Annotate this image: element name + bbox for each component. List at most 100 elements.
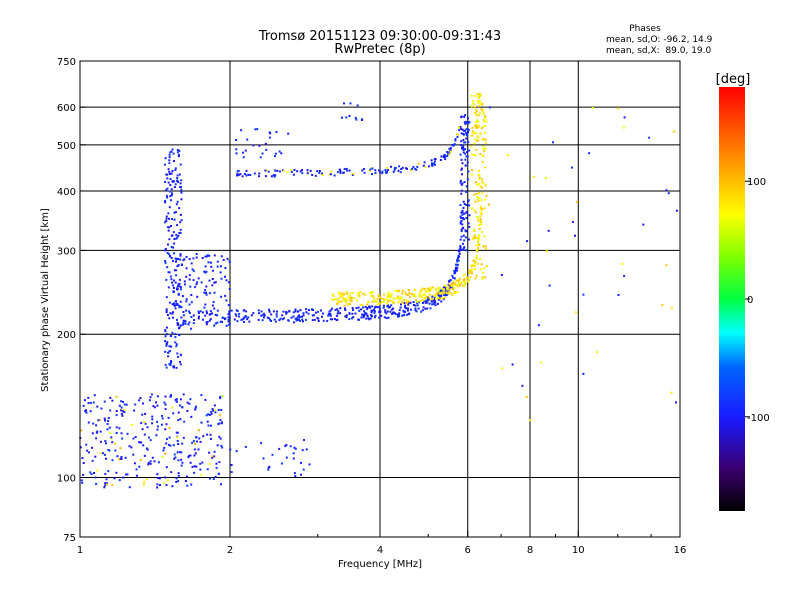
echo-point: [228, 288, 231, 290]
echo-point: [428, 165, 430, 168]
echo-point: [444, 286, 447, 289]
colorbar-tick-label: 100: [747, 177, 766, 188]
echo-point: [135, 474, 138, 477]
echo-point: [94, 476, 97, 479]
echo-point: [440, 289, 443, 292]
echo-point: [484, 276, 487, 279]
echo-point: [366, 307, 369, 309]
echo-point: [236, 173, 239, 176]
echo-point: [459, 181, 462, 184]
echo-point: [596, 351, 599, 354]
echo-point: [168, 226, 171, 229]
echo-point: [180, 451, 183, 454]
echo-point: [467, 131, 469, 134]
echo-point: [140, 422, 143, 425]
echo-point: [173, 457, 176, 460]
echo-point: [373, 308, 375, 311]
echo-point: [165, 484, 168, 487]
echo-point: [111, 441, 114, 444]
echo-point: [109, 396, 112, 399]
echo-point: [294, 317, 297, 320]
echo-point: [183, 258, 186, 261]
echo-point: [132, 437, 135, 440]
echo-point: [241, 151, 244, 154]
echo-point: [302, 312, 305, 315]
echo-point: [297, 315, 300, 318]
echo-point: [467, 170, 470, 173]
echo-point: [242, 156, 245, 159]
echo-point: [449, 149, 452, 152]
echo-point: [475, 124, 478, 126]
echo-point: [188, 310, 191, 313]
echo-point: [434, 163, 437, 166]
echo-point: [431, 298, 434, 300]
echo-point: [398, 299, 401, 302]
echo-point: [544, 177, 547, 179]
echo-point: [176, 288, 179, 291]
echo-point: [403, 302, 406, 304]
echo-point: [476, 249, 479, 251]
echo-point: [123, 403, 126, 406]
echo-point: [478, 95, 481, 98]
echo-point: [180, 263, 183, 266]
echo-point: [228, 260, 231, 263]
echo-point: [352, 173, 355, 175]
echo-point: [121, 414, 124, 417]
echo-point: [173, 242, 176, 245]
echo-point: [132, 453, 135, 456]
echo-point: [177, 459, 180, 462]
echo-point: [177, 323, 180, 325]
echo-point: [457, 279, 460, 282]
echo-point: [212, 478, 215, 480]
echo-point: [540, 361, 543, 364]
echo-point: [484, 141, 487, 144]
echo-point: [204, 314, 207, 317]
echo-point: [380, 314, 383, 317]
echo-point: [460, 217, 463, 219]
echo-point: [462, 234, 465, 237]
echo-point: [463, 239, 466, 242]
echo-point: [478, 93, 481, 96]
echo-point: [451, 294, 454, 297]
echo-point: [476, 183, 478, 186]
echo-point: [475, 274, 478, 277]
echo-point: [164, 403, 167, 406]
echo-point: [164, 199, 167, 202]
echo-point: [179, 286, 182, 289]
echo-point: [176, 318, 178, 321]
echo-point: [194, 407, 197, 410]
echo-point: [301, 169, 303, 172]
echo-point: [466, 128, 469, 131]
echo-point: [181, 442, 184, 445]
echo-point: [213, 281, 216, 284]
echo-point: [336, 298, 339, 301]
echo-point: [99, 430, 102, 433]
echo-point: [204, 289, 207, 291]
echo-point: [193, 471, 196, 474]
echo-point: [462, 242, 464, 245]
echo-point: [82, 462, 85, 464]
echo-point: [171, 180, 174, 183]
echo-point: [87, 421, 90, 424]
echo-point: [348, 294, 351, 297]
echo-point: [407, 303, 410, 306]
echo-point: [338, 168, 341, 171]
echo-point: [161, 456, 164, 459]
echo-point: [185, 267, 188, 270]
echo-point: [406, 301, 408, 303]
echo-point: [104, 484, 107, 487]
echo-point: [174, 304, 176, 307]
echo-point: [266, 169, 268, 172]
echo-point: [169, 190, 172, 193]
echo-point: [171, 406, 174, 409]
echo-point: [470, 264, 473, 267]
echo-point: [179, 418, 182, 421]
echo-point: [463, 115, 466, 118]
echo-point: [222, 259, 225, 261]
echo-point: [360, 308, 363, 311]
echo-point: [194, 442, 196, 445]
echo-point: [143, 433, 146, 436]
echo-point: [443, 153, 446, 156]
echo-point: [398, 315, 401, 318]
echo-point: [405, 299, 408, 302]
